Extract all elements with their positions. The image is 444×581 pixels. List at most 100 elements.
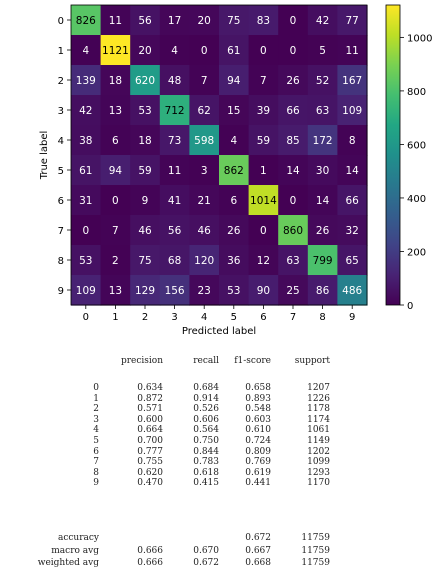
colorbar-tick-label: 0: [407, 301, 413, 312]
report-summary-precision: 0.666: [137, 558, 163, 568]
cell-value-label: 46: [198, 225, 212, 237]
cell-value-label: 14: [316, 195, 330, 207]
report-summary-precision: 0.666: [137, 545, 163, 556]
x-tick-label: 6: [260, 312, 266, 323]
cell-value-label: 65: [346, 255, 359, 267]
cell-value-label: 620: [135, 75, 155, 87]
y-tick-label: 5: [58, 166, 64, 177]
cell-value-label: 39: [257, 105, 270, 117]
matrix-cell: [71, 215, 102, 246]
matrix-cell: [248, 245, 279, 276]
cell-value-label: 12: [257, 255, 270, 267]
matrix-cell: [189, 5, 220, 36]
cell-value-label: 66: [286, 105, 300, 117]
report-summary-support: 11759: [301, 545, 330, 556]
matrix-cell: [219, 185, 250, 216]
matrix-cell: [71, 35, 102, 66]
cell-value-label: 56: [168, 225, 182, 237]
cell-value-label: 94: [227, 75, 241, 87]
y-tick-label: 9: [58, 286, 64, 297]
cell-value-label: 109: [76, 285, 96, 297]
cell-value-label: 38: [79, 135, 92, 147]
cell-value-label: 0: [260, 45, 267, 57]
matrix-cell: [337, 125, 368, 156]
cell-value-label: 860: [283, 225, 303, 237]
cell-value-label: 109: [342, 105, 362, 117]
matrix-cell: [100, 35, 131, 66]
report-summary-recall: 0.672: [193, 558, 219, 568]
y-tick-label: 2: [58, 76, 64, 87]
report-row-label: 7: [93, 457, 99, 468]
matrix-cell: [159, 125, 190, 156]
matrix-cell: [130, 35, 161, 66]
y-tick-label: 3: [58, 106, 64, 117]
matrix-cell: [219, 155, 250, 186]
cell-value-label: 486: [342, 285, 362, 297]
cell-value-label: 48: [168, 75, 181, 87]
y-axis-label: True label: [39, 131, 50, 181]
report-f1-score: 0.769: [245, 457, 271, 468]
matrix-cell: [159, 155, 190, 186]
report-f1-score: 0.724: [245, 436, 271, 446]
matrix-cell: [71, 125, 102, 156]
x-tick-label: 1: [112, 312, 118, 323]
cell-value-label: 20: [198, 15, 211, 27]
matrix-cell: [159, 245, 190, 276]
matrix-cell: [278, 245, 309, 276]
cell-value-label: 13: [109, 105, 122, 117]
matrix-cell: [100, 185, 131, 216]
cell-value-label: 61: [227, 45, 240, 57]
matrix-cell: [130, 125, 161, 156]
cell-value-label: 20: [138, 45, 151, 57]
matrix-cell: [307, 5, 338, 36]
cell-value-label: 8: [349, 135, 356, 147]
report-support: 1061: [307, 425, 330, 436]
cell-value-label: 4: [230, 135, 237, 147]
report-row-label: 9: [93, 478, 99, 489]
matrix-cell: [159, 5, 190, 36]
cell-value-label: 129: [135, 285, 155, 297]
report-precision: 0.634: [137, 383, 163, 393]
report-header: recall: [193, 356, 219, 366]
cell-value-label: 30: [316, 165, 329, 177]
cell-value-label: 11: [168, 165, 181, 177]
matrix-cell: [278, 215, 309, 246]
matrix-cell: [307, 275, 338, 306]
matrix-frame: [70, 4, 368, 306]
cell-value-label: 13: [109, 285, 122, 297]
report-precision: 0.470: [137, 478, 163, 489]
matrix-cell: [71, 65, 102, 96]
x-tick-label: 4: [201, 312, 207, 323]
report-summary-recall: 0.670: [193, 545, 219, 556]
cell-value-label: 53: [79, 255, 92, 267]
cell-value-label: 826: [76, 15, 96, 27]
matrix-cell: [130, 5, 161, 36]
y-tick-label: 1: [58, 46, 64, 57]
matrix-cell: [159, 185, 190, 216]
cell-value-label: 46: [138, 225, 152, 237]
cell-value-label: 63: [286, 255, 299, 267]
report-f1-score: 0.893: [245, 393, 271, 404]
cell-value-label: 167: [342, 75, 362, 87]
cell-value-label: 7: [201, 75, 208, 87]
matrix-cell: [248, 5, 279, 36]
cell-value-label: 4: [171, 45, 178, 57]
matrix-cell: [189, 245, 220, 276]
report-f1-score: 0.809: [245, 446, 271, 457]
matrix-cell: [248, 275, 279, 306]
cell-value-label: 26: [227, 225, 241, 237]
matrix-cell: [130, 245, 161, 276]
matrix-cell: [100, 155, 131, 186]
cell-value-label: 77: [346, 15, 359, 27]
matrix-cell: [307, 65, 338, 96]
report-support: 1170: [307, 478, 330, 489]
matrix-cell: [278, 125, 309, 156]
report-precision: 0.600: [137, 414, 163, 425]
cell-value-label: 26: [286, 75, 300, 87]
cell-value-label: 53: [138, 105, 151, 117]
cell-value-label: 61: [79, 165, 92, 177]
matrix-cell: [278, 275, 309, 306]
report-summary-support: 11759: [301, 558, 330, 568]
cell-value-label: 94: [109, 165, 123, 177]
matrix-cell: [278, 65, 309, 96]
